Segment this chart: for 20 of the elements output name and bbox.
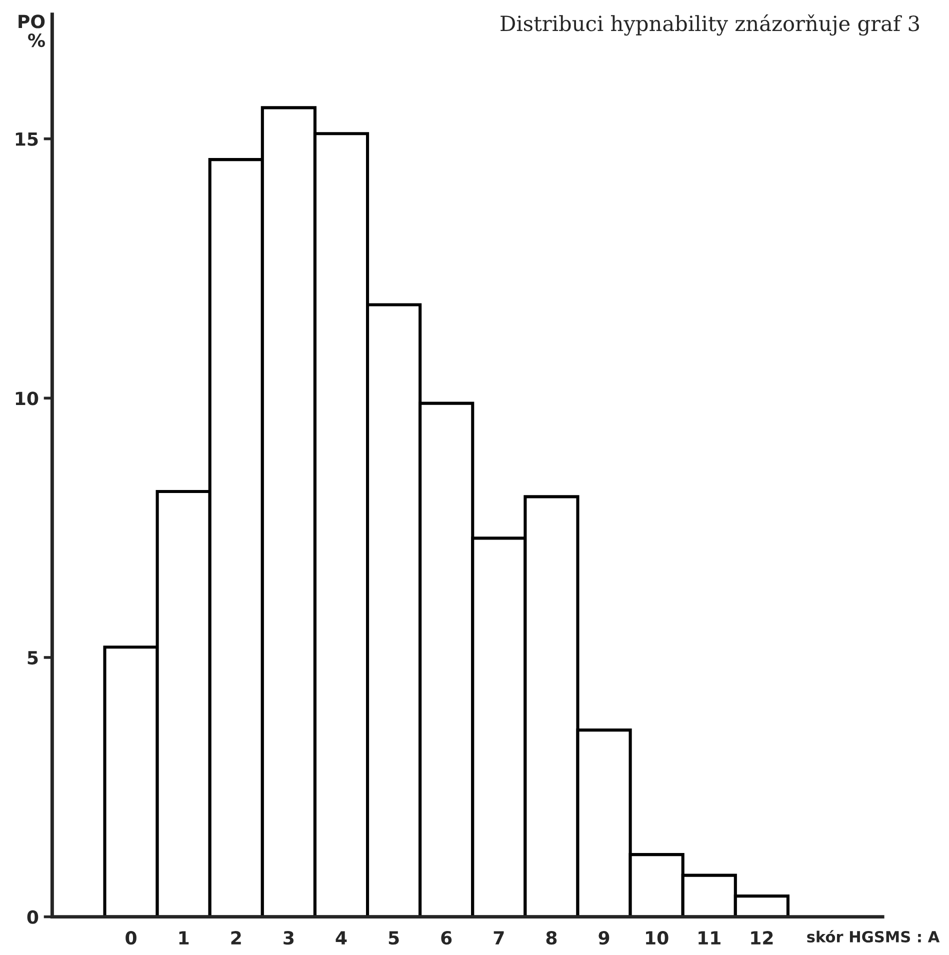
y-tick-label: 15: [16, 132, 38, 146]
y-axis-title: PO %: [18, 14, 45, 48]
x-tick-label: 3: [284, 931, 294, 945]
x-axis-title: skór HGSMS : A: [807, 930, 940, 943]
x-tick-label: 4: [336, 931, 347, 944]
x-tick-label: 0: [126, 931, 136, 945]
x-tick-label: 7: [494, 931, 504, 944]
x-tick-label: 2: [231, 931, 241, 944]
x-tick-label: 12: [751, 931, 773, 944]
x-tick-label: 8: [546, 931, 557, 945]
x-tick-label: 1: [179, 931, 189, 944]
x-tick-label: 9: [598, 931, 610, 945]
y-tick-label: 0: [27, 910, 38, 924]
y-tick-label: 5: [28, 651, 38, 665]
x-tick-label: 5: [388, 931, 399, 945]
chart-title: Distribuci hypnability znázorňuje graf 3: [500, 14, 919, 36]
x-tick-label: 6: [441, 931, 452, 945]
y-tick-label: 10: [16, 392, 38, 406]
x-tick-label: 11: [698, 931, 720, 944]
x-tick-label: 10: [646, 931, 668, 945]
